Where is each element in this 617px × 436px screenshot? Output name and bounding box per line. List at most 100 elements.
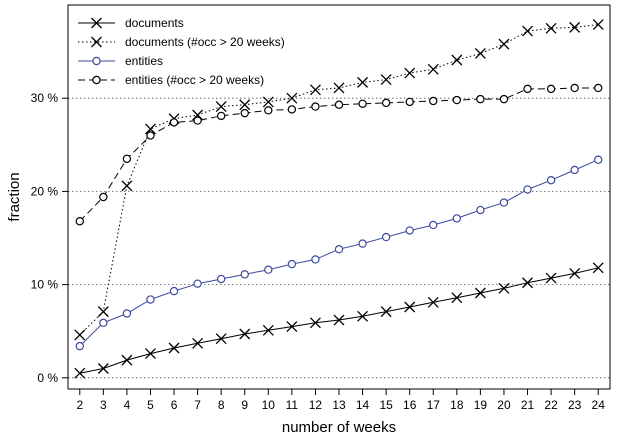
data-point — [122, 309, 132, 318]
data-point — [429, 96, 438, 106]
data-point — [522, 277, 533, 289]
data-point — [546, 84, 556, 94]
data-point — [309, 84, 321, 96]
legend-item: documents (#occ > 20 weeks) — [78, 35, 285, 49]
x-tick-label: 24 — [592, 398, 606, 412]
data-point — [546, 176, 556, 185]
legend-marker — [91, 17, 102, 29]
axis-layer: 0 %10 %20 %30 %2 3 4 5 6 7 8 9 10 11 12 13 14 15 16 17 1… — [31, 91, 606, 412]
data-point — [569, 267, 581, 279]
data-point — [404, 67, 416, 79]
x-tick-label: 6 — [171, 398, 178, 412]
data-point — [592, 19, 604, 31]
x-tick-label: 10 — [262, 398, 276, 412]
data-point — [594, 155, 603, 164]
data-point — [146, 131, 155, 140]
data-point — [122, 154, 132, 163]
data-point — [498, 282, 510, 294]
data-point — [381, 98, 391, 108]
data-point — [452, 95, 462, 105]
data-point — [380, 306, 392, 318]
data-point — [146, 295, 155, 304]
series-line — [79, 87, 599, 222]
series-3 — [75, 155, 603, 351]
data-point — [75, 217, 84, 226]
legend-marker — [91, 36, 102, 48]
data-point — [545, 22, 557, 34]
series-layer — [74, 19, 604, 379]
data-point — [429, 220, 438, 230]
x-tick-label: 14 — [356, 398, 370, 412]
data-point — [498, 38, 510, 50]
data-point — [121, 180, 133, 192]
x-tick-label: 16 — [403, 398, 417, 412]
series-1 — [74, 262, 604, 379]
data-point — [99, 318, 108, 328]
data-point — [357, 310, 369, 322]
data-point — [240, 108, 249, 118]
series-line — [79, 24, 599, 336]
data-point — [404, 301, 416, 313]
data-point — [74, 367, 86, 379]
data-point — [239, 99, 251, 111]
y-axis-label: fraction — [6, 172, 23, 221]
legend-marker — [92, 56, 101, 66]
data-point — [311, 102, 320, 111]
x-tick-label: 22 — [544, 398, 558, 412]
x-tick-label: 12 — [309, 398, 323, 412]
data-point — [192, 337, 204, 349]
data-point — [309, 317, 321, 329]
legend-label: documents — [125, 16, 184, 30]
data-point — [499, 198, 509, 207]
data-point — [262, 96, 274, 108]
data-point — [427, 296, 439, 308]
data-point — [405, 226, 414, 235]
legend-item: entities — [78, 54, 163, 68]
data-point — [358, 99, 367, 108]
data-point — [286, 321, 298, 333]
data-point — [569, 21, 581, 33]
x-tick-label: 3 — [100, 398, 107, 412]
data-point — [522, 25, 533, 37]
data-point — [240, 270, 249, 279]
y-tick-label: 20 % — [31, 184, 59, 198]
data-point — [594, 83, 603, 93]
data-point — [427, 63, 439, 75]
data-point — [239, 328, 251, 340]
y-tick-label: 30 % — [31, 91, 59, 105]
data-point — [358, 239, 367, 248]
data-point — [168, 342, 180, 354]
data-point — [193, 116, 202, 125]
series-2 — [74, 19, 604, 341]
data-point — [215, 101, 227, 113]
data-point — [380, 74, 392, 86]
legend-label: documents (#occ > 20 weeks) — [125, 35, 285, 49]
data-point — [474, 48, 486, 59]
grid-layer — [68, 97, 610, 379]
legend-item: documents — [78, 16, 184, 30]
x-axis-label: number of weeks — [282, 419, 396, 436]
legend-item: entities (#occ > 20 weeks) — [78, 73, 264, 87]
data-point — [334, 100, 344, 109]
data-point — [334, 244, 344, 254]
data-point — [169, 286, 179, 296]
data-point — [381, 232, 391, 242]
data-point — [99, 192, 108, 202]
data-point — [570, 83, 579, 93]
x-tick-label: 9 — [241, 398, 248, 412]
data-point — [311, 255, 320, 264]
x-tick-label: 17 — [427, 398, 441, 412]
data-point — [145, 348, 156, 360]
data-point — [215, 333, 227, 345]
data-point — [592, 262, 604, 274]
legend-label: entities (#occ > 20 weeks) — [125, 73, 264, 87]
y-tick-label: 10 % — [31, 278, 59, 292]
data-point — [570, 165, 579, 175]
data-point — [216, 274, 226, 284]
data-point — [476, 205, 485, 215]
legend-label: entities — [125, 54, 163, 68]
data-point — [523, 185, 532, 194]
data-point — [452, 214, 462, 223]
data-point — [97, 363, 109, 374]
data-point — [523, 84, 532, 94]
